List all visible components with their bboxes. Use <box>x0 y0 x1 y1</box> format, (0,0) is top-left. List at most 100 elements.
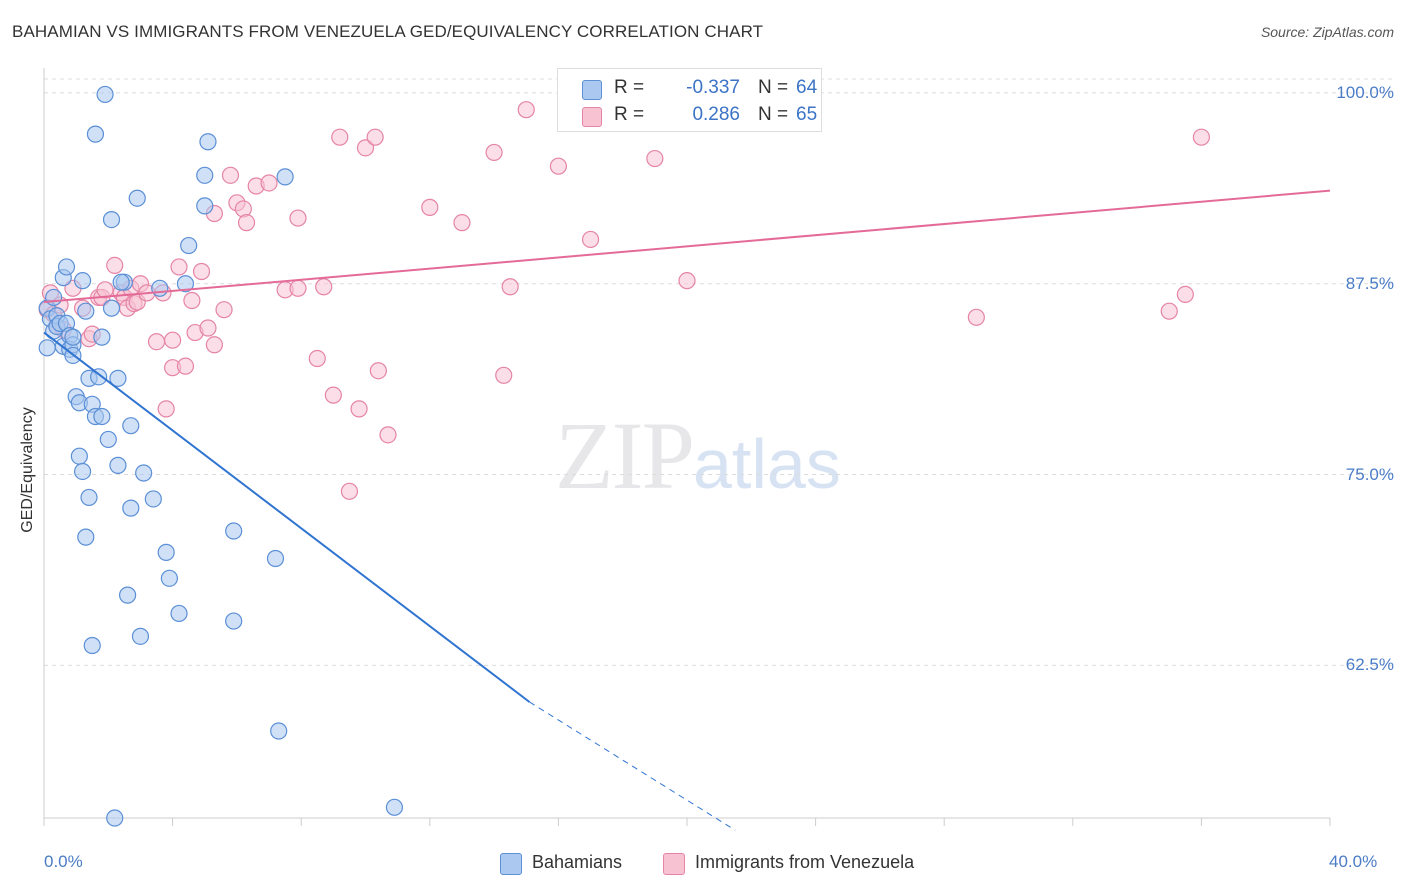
venezuela-point <box>324 386 342 404</box>
bahamian-trend-extension <box>529 701 736 831</box>
axis-layer <box>43 68 1331 826</box>
bahamian-point <box>38 339 56 357</box>
venezuela-point <box>260 174 278 192</box>
venezuela-point <box>237 214 256 232</box>
venezuela-point <box>369 362 387 380</box>
bahamian-points-layer <box>38 85 404 827</box>
bahamian-point <box>276 168 294 186</box>
venezuela-point <box>1192 128 1211 146</box>
blue-swatch <box>582 80 602 100</box>
bahamian-point <box>128 189 146 207</box>
venezuela-point <box>183 291 201 310</box>
bahamian-point <box>77 528 95 546</box>
bahamian-point <box>122 417 140 435</box>
bahamian-point <box>102 299 121 317</box>
bahamian-point <box>151 279 169 297</box>
bahamian-point <box>64 328 82 346</box>
venezuela-point <box>192 262 211 281</box>
venezuela-point <box>967 308 985 326</box>
venezuela-point <box>421 198 439 216</box>
bahamian-point <box>199 133 217 151</box>
bahamian-point <box>99 430 117 449</box>
r-value: -0.337 <box>686 77 740 98</box>
trend-lines-layer <box>43 189 1331 831</box>
y-axis-label: GED/Equivalency <box>19 407 36 533</box>
bahamian-point <box>180 236 198 255</box>
venezuela-point <box>289 279 307 297</box>
bahamian-point <box>112 273 130 291</box>
n-label: N = <box>758 77 789 98</box>
venezuela-point <box>379 426 397 444</box>
r-value: 0.286 <box>692 104 740 125</box>
venezuela-point <box>331 128 349 146</box>
bahamian-point <box>225 522 243 540</box>
x-tick-label: 0.0% <box>44 852 83 871</box>
venezuela-point <box>340 482 359 500</box>
venezuela-point <box>356 139 375 157</box>
legend-pink-swatch <box>663 853 685 875</box>
bahamian-point <box>131 627 150 645</box>
y-tick-label: 75.0% <box>1345 464 1394 484</box>
venezuela-point <box>646 149 664 168</box>
venezuela-point <box>366 128 384 146</box>
venezuela-point <box>453 214 471 232</box>
source-label: Source: ZipAtlas.com <box>1260 24 1394 40</box>
venezuela-point <box>205 336 223 354</box>
venezuela-trend-line <box>43 189 1331 304</box>
venezuela-point <box>289 209 307 227</box>
venezuela-point <box>1176 285 1194 303</box>
bahamian-point <box>80 488 98 507</box>
venezuela-point <box>170 258 188 276</box>
venezuela-point <box>501 278 519 296</box>
y-tick-label: 100.0% <box>1336 82 1394 102</box>
venezuela-point <box>1160 302 1178 320</box>
venezuela-point <box>495 366 513 384</box>
stats-box: R = -0.337 N = 64 R = 0.286 N = 65 <box>557 68 822 132</box>
r-label: R = <box>614 77 645 98</box>
venezuela-point <box>315 278 333 296</box>
bahamian-point <box>83 636 101 655</box>
bahamian-point <box>157 543 175 561</box>
bahamian-point <box>86 125 105 143</box>
venezuela-point <box>164 331 182 349</box>
bahamian-point <box>96 85 114 104</box>
bahamian-point <box>118 586 137 604</box>
venezuela-point <box>176 357 195 375</box>
bahamian-point <box>385 798 404 816</box>
grid-layer <box>44 78 1393 666</box>
venezuela-point <box>221 166 240 184</box>
venezuela-point <box>106 256 124 274</box>
n-value: 64 <box>796 77 818 98</box>
venezuela-point <box>485 143 503 162</box>
bahamian-point <box>170 604 188 623</box>
y-tick-label: 62.5% <box>1345 655 1394 675</box>
bahamian-point <box>45 288 63 307</box>
bahamian-point <box>270 722 288 740</box>
venezuela-point <box>199 319 217 337</box>
venezuela-point <box>517 101 535 119</box>
venezuela-point <box>549 157 568 175</box>
watermark: ZIPatlas <box>555 400 841 511</box>
bahamian-point <box>196 166 214 184</box>
bahamian-point <box>176 275 195 293</box>
bahamian-point <box>102 211 121 229</box>
bahamian-point <box>70 447 88 465</box>
bahamian-point <box>93 407 111 426</box>
x-tick-label: 40.0% <box>1329 852 1378 871</box>
watermark-zip: ZIP <box>555 402 695 509</box>
venezuela-point <box>215 301 233 319</box>
bahamian-point <box>196 197 214 215</box>
watermark-atlas: atlas <box>693 425 841 503</box>
bahamian-point <box>57 258 76 276</box>
bahamian-point <box>266 549 285 568</box>
legend-label: Immigrants from Venezuela <box>695 852 915 872</box>
legend-blue-swatch <box>500 853 522 875</box>
bahamian-point <box>225 612 243 630</box>
chart-title: BAHAMIAN VS IMMIGRANTS FROM VENEZUELA GE… <box>12 22 764 41</box>
bahamian-point <box>160 569 178 587</box>
pink-swatch <box>582 107 602 127</box>
bahamian-point <box>122 499 140 517</box>
bahamian-point <box>93 328 111 346</box>
bahamian-point <box>109 369 127 387</box>
